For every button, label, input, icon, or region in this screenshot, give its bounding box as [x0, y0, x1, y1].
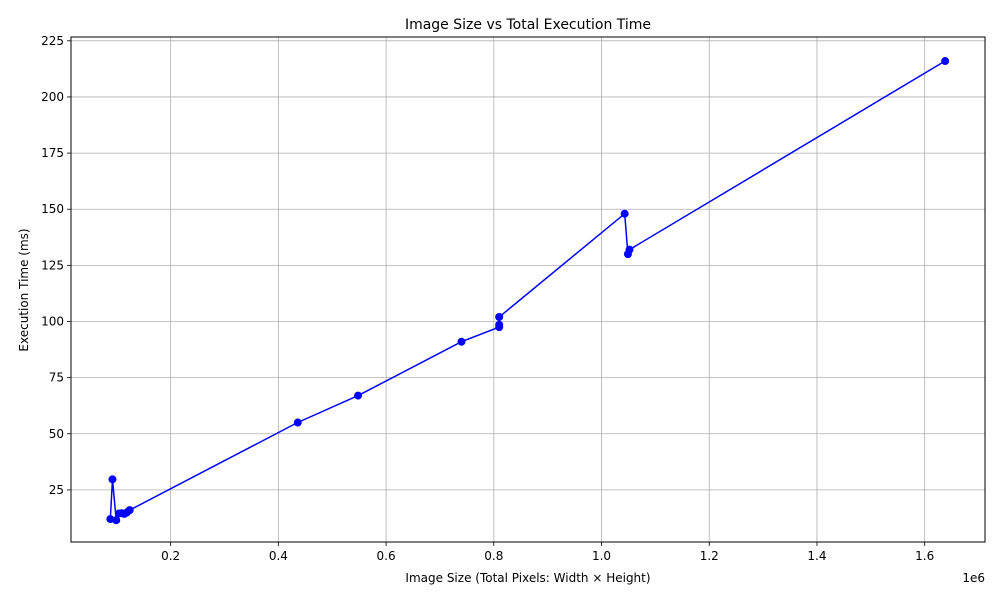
- x-ticks: 0.2 0.4 0.6 0.8 1.0 1.2 1.4 1.6: [161, 542, 934, 563]
- y-tick-label: 150: [41, 202, 64, 216]
- chart-title: Image Size vs Total Execution Time: [405, 17, 651, 33]
- y-tick-label: 25: [49, 483, 64, 497]
- x-tick-label: 0.8: [484, 549, 503, 563]
- y-axis-label: Execution Time (ms): [17, 228, 31, 351]
- data-point: [457, 337, 466, 346]
- data-point: [108, 475, 117, 484]
- data-point: [112, 516, 121, 525]
- data-point: [495, 313, 504, 322]
- y-tick-label: 50: [49, 427, 64, 441]
- series-layer: [106, 57, 950, 525]
- x-tick-label: 1.0: [592, 549, 611, 563]
- y-ticks: 25 50 75 100 125 150 175 200 225: [41, 34, 71, 497]
- y-tick-label: 125: [41, 258, 64, 272]
- x-tick-label: 1.2: [700, 549, 719, 563]
- data-point: [495, 320, 504, 329]
- x-axis-offset-label: 1e6: [962, 571, 985, 585]
- y-tick-label: 75: [49, 371, 64, 385]
- x-tick-label: 0.4: [269, 549, 288, 563]
- x-tick-label: 1.4: [807, 549, 826, 563]
- y-tick-label: 175: [41, 146, 64, 160]
- x-tick-label: 1.6: [915, 549, 934, 563]
- series-line: [109, 60, 946, 521]
- data-point: [125, 506, 134, 515]
- x-axis-label: Image Size (Total Pixels: Width × Height…: [405, 571, 650, 585]
- x-tick-label: 0.6: [377, 549, 396, 563]
- y-tick-label: 200: [41, 90, 64, 104]
- data-point: [625, 245, 634, 254]
- data-point: [620, 209, 629, 218]
- y-tick-label: 225: [41, 34, 64, 48]
- data-point: [106, 515, 115, 524]
- grid: [71, 37, 985, 542]
- data-point: [941, 57, 950, 66]
- y-tick-label: 100: [41, 314, 64, 328]
- data-point: [354, 391, 363, 400]
- plot-frame: [70, 36, 986, 543]
- data-point: [293, 418, 302, 427]
- x-tick-label: 0.2: [161, 549, 180, 563]
- axes: [70, 36, 986, 543]
